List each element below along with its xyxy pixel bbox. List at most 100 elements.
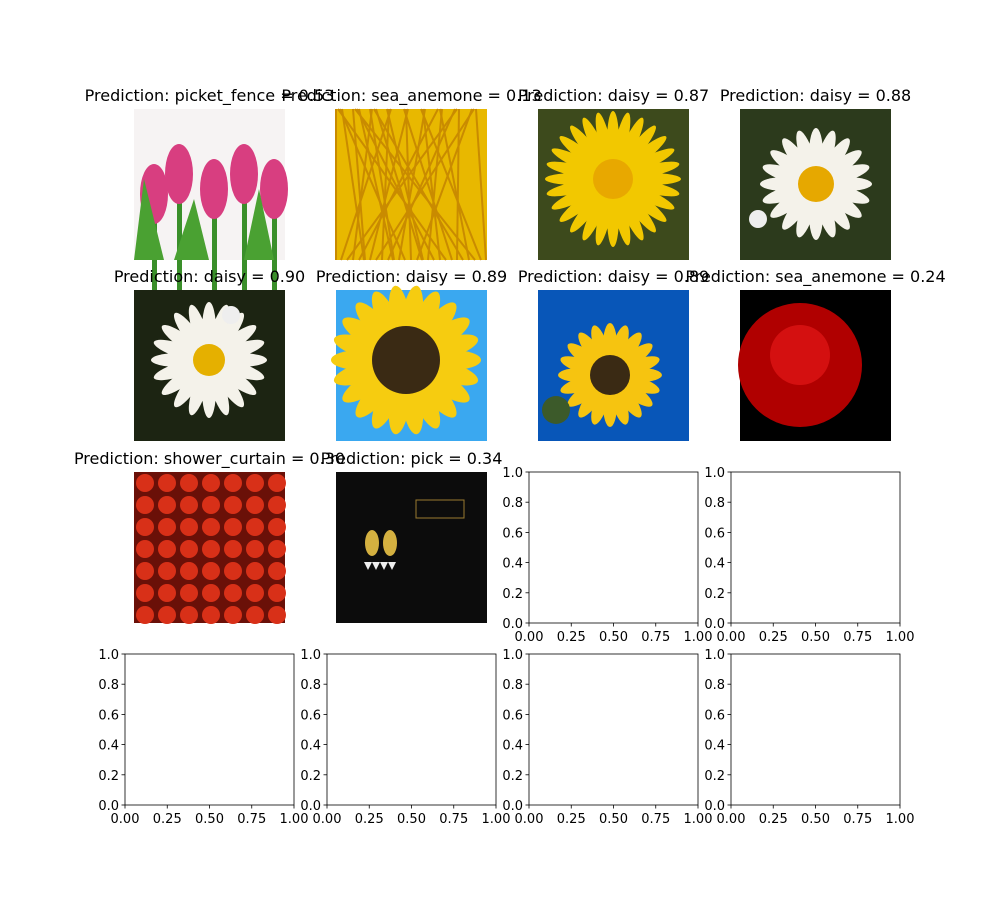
image (538, 109, 689, 260)
stem (272, 194, 277, 314)
y-tick-label: 0.8 (704, 678, 725, 693)
y-tick-label: 1.0 (502, 466, 523, 481)
x-tick-label: 0.00 (313, 812, 342, 827)
x-tick-label: 0.25 (759, 812, 788, 827)
y-tick-label: 0.0 (98, 799, 119, 814)
petal (559, 136, 608, 175)
x-tick-label: 0.25 (759, 630, 788, 645)
rose (136, 584, 154, 602)
image (336, 472, 487, 623)
rose (180, 496, 198, 514)
y-tick-label: 0.8 (502, 496, 523, 511)
rose (246, 496, 264, 514)
strand (416, 108, 473, 261)
x-tick-label: 0.50 (195, 812, 224, 827)
x-tick-label: 0.75 (439, 812, 468, 827)
strand (354, 108, 476, 261)
petal (595, 186, 614, 246)
x-tick-label: 1.00 (482, 812, 511, 827)
y-tick-label: 1.0 (98, 648, 119, 663)
strand (386, 108, 424, 261)
eye (365, 530, 379, 556)
subplot: 0.00 0.25 0.50 0.75 1.00 0.0 0.2 0.4 0.6 0.8 1.0 (98, 648, 308, 827)
y-tick-label: 1.0 (704, 466, 725, 481)
subplot: Prediction: pick = 0.34 (321, 449, 503, 623)
image (738, 290, 891, 441)
strand (403, 108, 453, 261)
rose (202, 584, 220, 602)
x-tick-label: 0.50 (801, 812, 830, 827)
subplot: Prediction: daisy = 0.89 (316, 267, 507, 441)
axes-frame (528, 471, 699, 624)
y-tick-label: 0.0 (300, 799, 321, 814)
teeth (364, 562, 396, 570)
axes-frame (730, 653, 901, 806)
y-tick-label: 0.6 (98, 708, 119, 723)
y-tick-label: 0.8 (502, 678, 523, 693)
image (134, 109, 288, 319)
strand (337, 108, 447, 261)
image (134, 472, 286, 624)
x-tick-label: 0.25 (557, 630, 586, 645)
rose (202, 540, 220, 558)
y-tick-label: 0.6 (502, 708, 523, 723)
strand (475, 108, 487, 261)
axes-frame (730, 471, 901, 624)
subplot: 0.00 0.25 0.50 0.75 1.00 0.0 0.2 0.4 0.6 0.8 1.0 (704, 466, 914, 645)
x-tick-label: 0.00 (717, 812, 746, 827)
subplot-title: Prediction: daisy = 0.88 (720, 86, 911, 105)
center (593, 159, 633, 199)
rose (136, 606, 154, 624)
rose (136, 518, 154, 536)
subplot: 0.00 0.25 0.50 0.75 1.00 0.0 0.2 0.4 0.6 0.8 1.0 (300, 648, 510, 827)
rose (268, 584, 286, 602)
x-tick-label: 0.00 (515, 812, 544, 827)
rose (180, 584, 198, 602)
subplot-title: Prediction: picket_fence = 0.53 (85, 86, 335, 106)
y-tick-label: 0.2 (502, 587, 523, 602)
petal (620, 178, 680, 197)
image (331, 285, 487, 441)
strand (375, 108, 423, 261)
subplot: 0.00 0.25 0.50 0.75 1.00 0.0 0.2 0.4 0.6 0.8 1.0 (502, 648, 712, 827)
petal (551, 148, 606, 177)
subplot: Prediction: sea_anemone = 0.13 (281, 86, 542, 261)
rose (158, 474, 176, 492)
bud (542, 396, 570, 424)
rose (246, 562, 264, 580)
x-tick-label: 0.00 (111, 812, 140, 827)
rose (202, 474, 220, 492)
x-tick-label: 0.75 (237, 812, 266, 827)
subplot: Prediction: daisy = 0.89 (518, 267, 709, 441)
x-tick-label: 1.00 (886, 630, 915, 645)
eye (383, 530, 397, 556)
y-tick-label: 0.0 (502, 799, 523, 814)
rose (268, 518, 286, 536)
y-tick-label: 0.2 (704, 769, 725, 784)
x-tick-label: 0.00 (515, 630, 544, 645)
strand (398, 108, 426, 261)
rose (158, 562, 176, 580)
strand (420, 108, 482, 261)
strand (439, 108, 470, 261)
rose (246, 606, 264, 624)
y-tick-label: 0.6 (502, 526, 523, 541)
rose (268, 562, 286, 580)
rose (202, 496, 220, 514)
x-tick-label: 0.25 (557, 812, 586, 827)
tulip (165, 144, 193, 204)
subplot-title: Prediction: pick = 0.34 (321, 449, 503, 468)
y-tick-label: 0.2 (98, 769, 119, 784)
x-tick-label: 0.50 (599, 630, 628, 645)
leaves (134, 179, 274, 260)
subplot-title: Prediction: daisy = 0.90 (114, 267, 305, 286)
rose (246, 474, 264, 492)
subplot-title: Prediction: daisy = 0.89 (316, 267, 507, 286)
y-tick-label: 1.0 (300, 648, 321, 663)
rose (224, 584, 242, 602)
strand (456, 108, 460, 261)
rose (158, 584, 176, 602)
rose (246, 584, 264, 602)
y-tick-label: 0.0 (704, 799, 725, 814)
rose (268, 606, 286, 624)
